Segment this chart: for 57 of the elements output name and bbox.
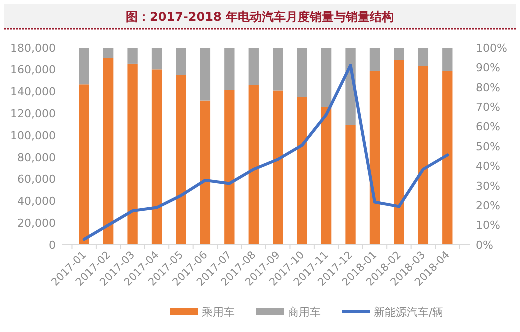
y-tick-label: 140,000 [10, 86, 56, 99]
bar [418, 48, 429, 66]
bar [224, 90, 235, 245]
y2-tick-label: 90% [476, 62, 500, 75]
bar [273, 48, 284, 91]
y2-tick-label: 30% [476, 180, 500, 193]
y-tick-label: 120,000 [10, 108, 56, 121]
y2-tick-label: 100% [476, 42, 508, 55]
bar [103, 48, 114, 58]
bar [394, 60, 404, 245]
y-tick-label: 100,000 [10, 129, 56, 142]
legend-label: 商用车 [288, 306, 321, 319]
bar [248, 85, 259, 245]
y2-tick-label: 40% [476, 160, 500, 174]
line-series [82, 64, 450, 242]
bar [394, 48, 404, 60]
bar [321, 48, 332, 108]
bar [128, 48, 138, 64]
bar [370, 71, 380, 245]
y-tick-label: 20,000 [18, 216, 56, 230]
y2-tick-label: 60% [476, 120, 500, 134]
y-tick-label: 40,000 [18, 195, 56, 208]
y2-tick-label: 20% [476, 199, 500, 212]
y-tick-label: 180,000 [10, 42, 56, 55]
y2-tick-label: 10% [476, 219, 500, 232]
bar [248, 48, 259, 86]
bar [321, 107, 332, 245]
bar [176, 75, 186, 245]
chart-title: 图：2017-2018 年电动汽车月度销量与销量结构 [126, 10, 394, 24]
bar [297, 97, 308, 245]
legend-label: 乘用车 [202, 306, 235, 319]
bar [200, 100, 211, 245]
bar [297, 48, 308, 98]
bar [152, 48, 162, 70]
y2-tick-label: 70% [476, 100, 500, 114]
y-tick-label: 0 [49, 238, 56, 252]
y2-tick-label: 50% [476, 140, 500, 154]
y-tick-label: 80,000 [18, 151, 56, 164]
legend-label: 新能源汽车/辆 [374, 306, 444, 319]
bar [346, 125, 356, 245]
y-tick-label: 160,000 [10, 64, 56, 77]
bar [128, 64, 138, 245]
y2-tick-label: 0% [476, 238, 494, 252]
bar [152, 70, 162, 245]
bar [103, 58, 114, 245]
bar [418, 66, 429, 245]
bar [224, 48, 235, 90]
bar [176, 48, 186, 76]
y-tick-label: 60,000 [18, 173, 56, 186]
bar [79, 84, 90, 245]
bar [200, 48, 211, 101]
bar [79, 48, 90, 85]
bar [370, 48, 380, 72]
bar [442, 71, 453, 245]
bar [442, 48, 453, 72]
bar [273, 90, 284, 245]
y2-tick-label: 80% [476, 81, 500, 94]
